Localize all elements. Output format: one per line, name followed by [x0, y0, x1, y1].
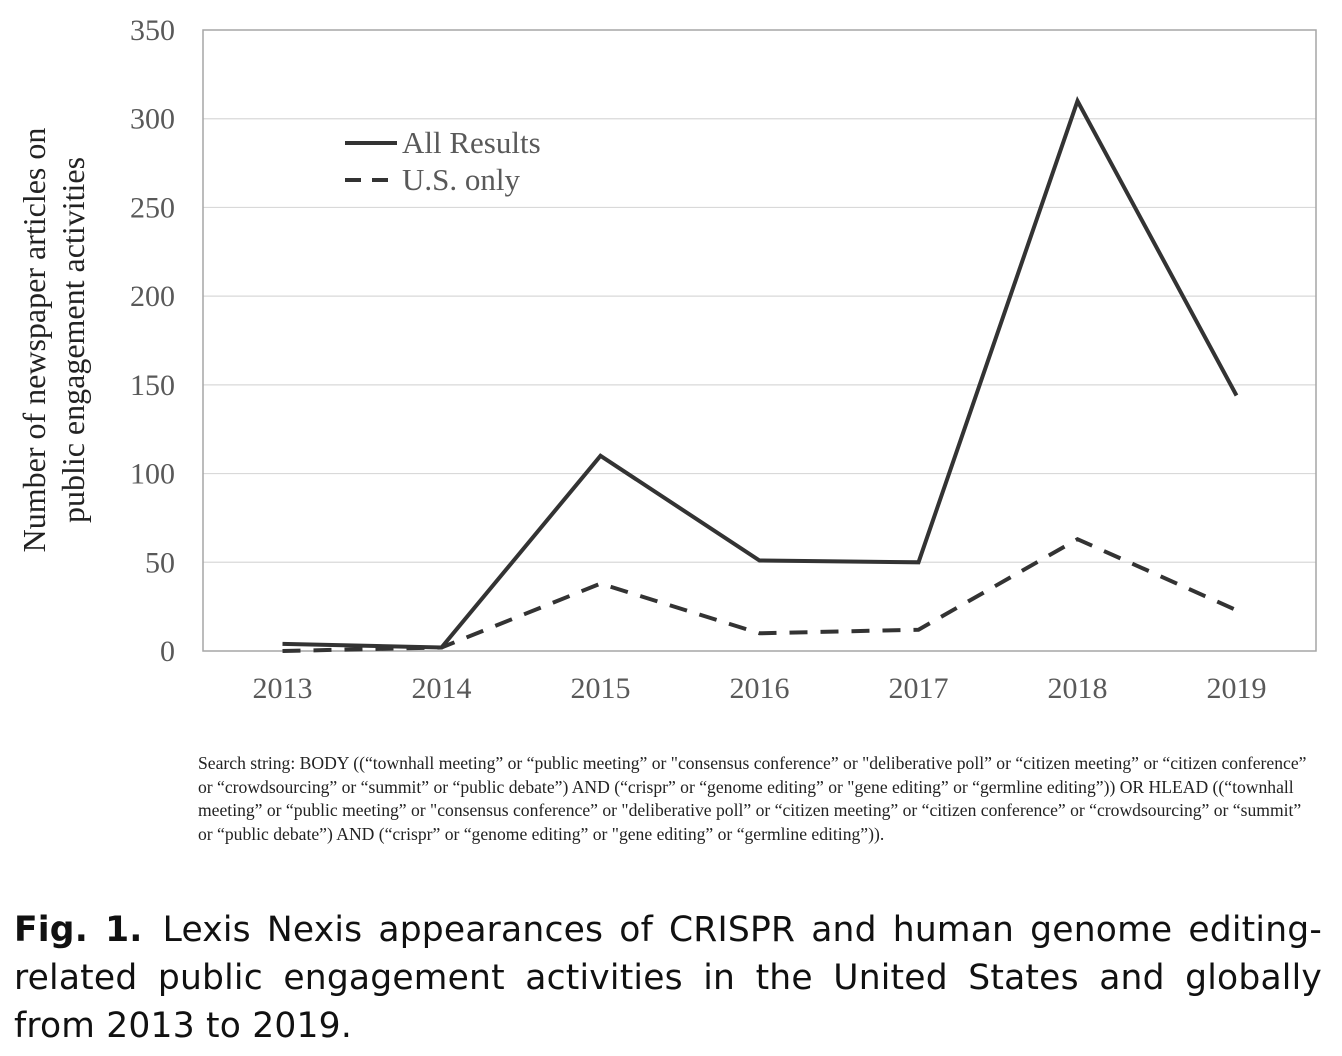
x-axis-ticks: 2013 2014 2015 2016 2017 2018 2019 — [253, 672, 1267, 705]
y-tick-label: 300 — [130, 103, 175, 136]
x-tick-label: 2015 — [571, 672, 631, 705]
y-tick-label: 350 — [130, 14, 175, 47]
search-string-note: Search string: BODY ((“townhall meeting”… — [198, 753, 1307, 844]
x-tick-label: 2014 — [412, 672, 472, 705]
x-tick-label: 2019 — [1207, 672, 1267, 705]
y-tick-label: 0 — [160, 635, 175, 668]
plot-area-frame — [202, 29, 1317, 652]
y-tick-label: 50 — [145, 546, 175, 579]
y-axis-title-line-1: Number of newspaper articles on — [16, 128, 52, 553]
y-tick-label: 250 — [130, 191, 175, 224]
gridlines — [203, 118, 1316, 563]
legend: All Results U.S. only — [345, 125, 541, 197]
figure-caption-text: Lexis Nexis appearances of CRISPR and hu… — [14, 910, 1323, 1046]
y-tick-label: 100 — [130, 458, 175, 491]
y-axis-ticks: 0 50 100 150 200 250 300 350 — [130, 14, 175, 668]
series-lines — [282, 96, 1239, 653]
x-tick-label: 2013 — [253, 672, 313, 705]
x-tick-label: 2016 — [730, 672, 790, 705]
legend-label-all-results: All Results — [402, 125, 541, 160]
x-tick-label: 2017 — [889, 672, 949, 705]
x-tick-label: 2018 — [1048, 672, 1108, 705]
y-tick-label: 200 — [130, 280, 175, 313]
y-axis-title-line-2: public engagement activities — [55, 157, 91, 523]
y-tick-label: 150 — [130, 369, 175, 402]
figure-caption: Fig. 1. Lexis Nexis appearances of CRISPR… — [14, 906, 1322, 1050]
series-line-us-only — [282, 536, 1238, 653]
figure-label: Fig. 1. — [14, 910, 143, 950]
legend-label-us-only: U.S. only — [402, 162, 520, 197]
